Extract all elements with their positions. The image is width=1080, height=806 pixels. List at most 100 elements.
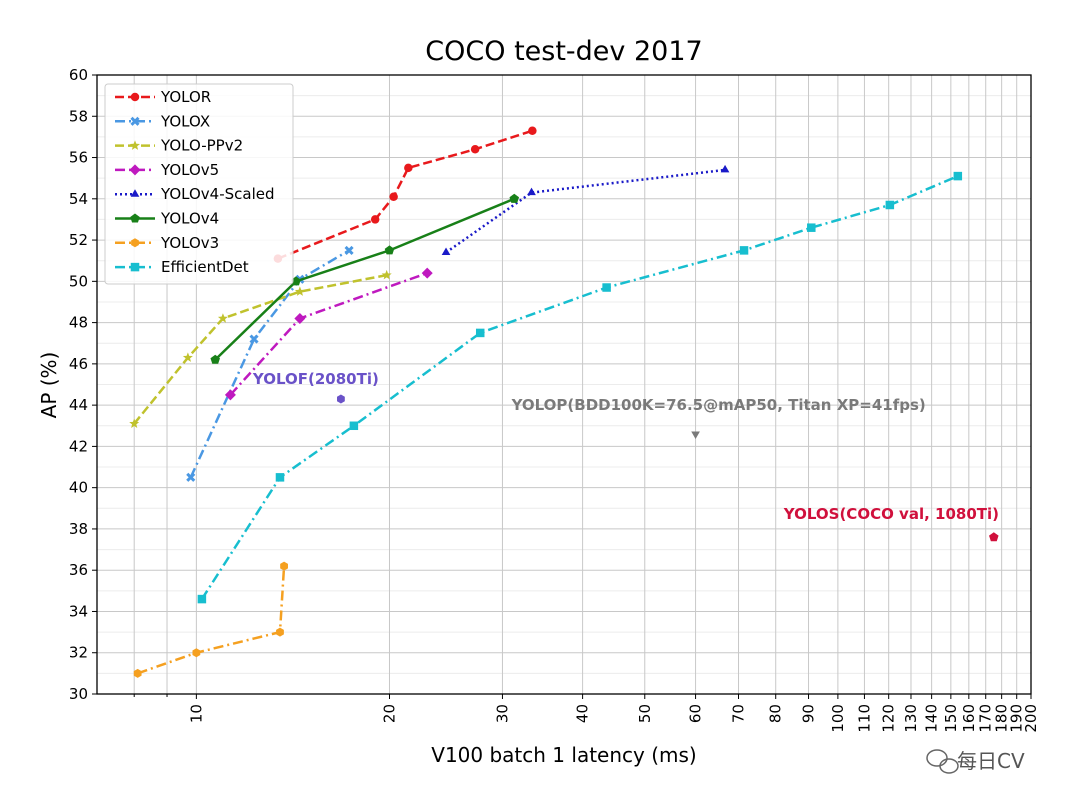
data-point [129,418,140,428]
legend-label: EfficientDet [161,258,249,276]
y-tick-label: 32 [69,644,88,662]
legend-item: YOLOX [115,112,210,130]
x-axis-label: V100 batch 1 latency (ms) [431,743,696,767]
data-point [349,421,359,431]
legend-item: YOLOR [115,88,211,106]
series-line [133,273,387,425]
legend-item: YOLOv4 [115,210,219,228]
data-point [885,200,895,210]
annotation: YOLOS(COCO val, 1080Ti) [783,505,999,542]
data-point [720,164,730,173]
legend-label: YOLO-PPv2 [160,137,243,155]
y-tick-label: 46 [69,355,88,373]
watermark: 每日CV [926,749,1025,774]
legend-label: YOLOX [160,112,210,130]
data-point [807,223,816,232]
series-line [214,197,515,361]
x-tick-label: 110 [855,704,873,733]
annotation: YOLOP(BDD100K=76.5@mAP50, Titan XP=41fps… [511,396,926,440]
data-point [291,276,301,286]
data-point [602,283,611,292]
data-point [280,561,288,571]
data-point [186,472,196,482]
y-tick-label: 58 [69,107,88,125]
x-tick-label: 100 [829,704,847,733]
data-point [130,116,140,126]
ticks: 30 32 34 36 38 40 42 44 46 48 50 52 54 56 58 60 10 20 30 40… [69,66,1040,733]
legend-label: YOLOv4-Scaled [160,185,275,203]
legend-item: YOLOv5 [115,161,219,179]
x-tick-label: 30 [493,704,511,723]
data-point [294,286,305,296]
data-point [197,594,207,604]
x-tick-label: 80 [767,704,785,723]
y-tick-label: 44 [69,396,88,414]
annotation-label: YOLOP(BDD100K=76.5@mAP50, Titan XP=41fps… [511,396,926,414]
data-point [130,140,140,150]
x-tick-label: 60 [687,704,705,723]
y-tick-label: 56 [69,149,88,167]
legend-item: YOLO-PPv2 [115,137,243,155]
legend-label: YOLOv3 [160,234,219,252]
data-point [389,192,398,201]
data-point [131,238,139,248]
series-layer [129,126,963,678]
x-tick-label: 20 [380,704,398,723]
y-tick-label: 30 [69,685,88,703]
series-line [277,129,533,260]
legend-box [104,83,294,285]
annotation-label: YOLOS(COCO val, 1080Ti) [783,505,999,523]
y-axis-label: AP (%) [37,352,61,419]
x-tick-label: 200 [1022,704,1040,733]
data-point [210,354,220,364]
data-point [275,473,285,482]
data-point [294,312,306,324]
legend: YOLOR YOLOX YOLO-PPv2 YOLOv5 YOLOv4-Scaled YO… [104,83,294,285]
y-tick-label: 38 [69,520,88,538]
series-line [137,565,286,675]
series-yolov4-scaled [441,164,730,255]
data-point [192,648,201,658]
legend-label: YOLOR [160,88,211,106]
series-yolor [273,126,537,263]
x-tick-label: 160 [960,704,978,733]
data-point [130,213,140,223]
x-tick-label: 140 [923,704,941,733]
x-tick-label: 180 [993,704,1011,733]
series-yolov4 [210,193,520,364]
x-tick-label: 40 [574,704,592,723]
chart-title: COCO test-dev 2017 [425,36,702,67]
data-point [739,246,749,255]
legend-label: YOLOv5 [160,161,219,179]
data-point [527,187,536,196]
series-yolox [186,245,354,482]
legend-item: YOLOv3 [115,234,219,252]
x-tick-label: 130 [902,704,920,733]
x-tick-label: 120 [880,704,898,733]
y-tick-label: 36 [69,561,88,579]
data-point [470,145,480,154]
plot-frame [96,74,1032,695]
data-point [224,389,236,401]
x-tick-label: 10 [187,704,205,723]
series-line [189,249,350,478]
data-point [509,193,520,203]
data-point [337,394,345,404]
x-tick-label: 70 [730,704,748,723]
legend-label: YOLOv4 [160,210,219,228]
y-tick-label: 48 [69,314,88,332]
annotation: YOLOF(2080Ti) [252,370,379,404]
data-point [384,245,395,255]
data-point [182,352,193,362]
y-tick-label: 60 [69,66,88,84]
data-point [475,328,485,338]
data-point [370,215,380,224]
legend-item: YOLOv4-Scaled [115,185,275,203]
y-tick-label: 50 [69,272,88,290]
data-point [528,126,537,135]
series-efficientdet [197,171,963,604]
annotation-layer: YOLOF(2080Ti) YOLOP(BDD100K=76.5@mAP50, T… [252,370,999,542]
wechat-icon [926,749,959,774]
data-point [130,262,140,272]
